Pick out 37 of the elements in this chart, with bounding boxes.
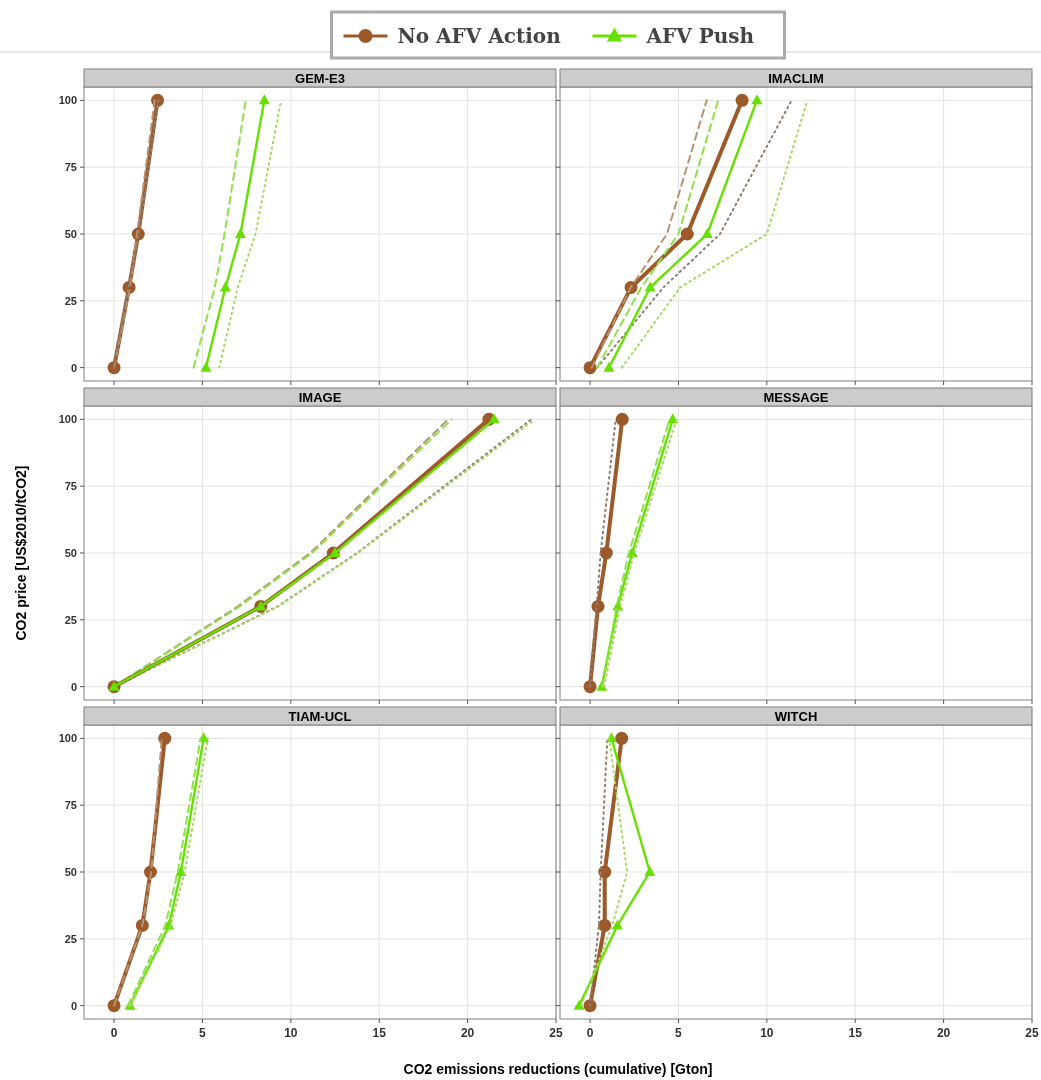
y-tick-label: 0 bbox=[70, 680, 77, 693]
chart-title: IMACLIM bbox=[768, 70, 824, 86]
y-tick-label: 25 bbox=[64, 613, 77, 626]
x-tick-label: 10 bbox=[284, 1026, 298, 1040]
x-tick-label: 15 bbox=[848, 1026, 863, 1040]
chart-title: TIAM-UCL bbox=[288, 708, 352, 724]
y-tick-label: 50 bbox=[64, 547, 77, 559]
x-tick-label: 0 bbox=[586, 1026, 594, 1040]
x-tick-label: 0 bbox=[110, 1026, 118, 1040]
x-tick-label: 25 bbox=[549, 1026, 563, 1040]
y-tick-label: 50 bbox=[64, 866, 77, 878]
y-tick-label: 0 bbox=[70, 999, 77, 1012]
x-tick-label: 10 bbox=[760, 1026, 774, 1040]
y-tick-label: 25 bbox=[64, 294, 77, 307]
x-tick-label: 25 bbox=[1025, 1026, 1039, 1040]
legend-label: AFV Push bbox=[645, 24, 755, 48]
y-tick-label: 75 bbox=[64, 161, 77, 174]
y-tick-label: 0 bbox=[70, 361, 77, 374]
x-axis-title: CO2 emissions reductions (cumulative) [Gton] bbox=[403, 1061, 713, 1077]
chart-title: IMAGE bbox=[298, 389, 342, 405]
legend-label: No AFV Action bbox=[397, 24, 562, 48]
y-tick-label: 25 bbox=[64, 932, 77, 945]
y-tick-label: 100 bbox=[58, 732, 77, 745]
x-tick-label: 5 bbox=[675, 1026, 683, 1040]
y-tick-label: 75 bbox=[64, 799, 77, 812]
y-tick-label: 100 bbox=[58, 413, 77, 426]
chart-title: MESSAGE bbox=[763, 389, 829, 405]
y-tick-label: 75 bbox=[64, 480, 77, 493]
x-tick-label: 20 bbox=[460, 1026, 475, 1040]
x-tick-label: 20 bbox=[936, 1026, 951, 1040]
y-tick-label: 50 bbox=[64, 228, 77, 240]
chart-title: GEM-E3 bbox=[295, 70, 345, 86]
y-axis-title: CO2 price [US$2010/tCO2] bbox=[13, 465, 29, 641]
y-tick-label: 100 bbox=[58, 94, 77, 107]
x-tick-label: 15 bbox=[372, 1026, 387, 1040]
chart-title: WITCH bbox=[774, 708, 818, 724]
x-tick-label: 5 bbox=[199, 1026, 207, 1040]
